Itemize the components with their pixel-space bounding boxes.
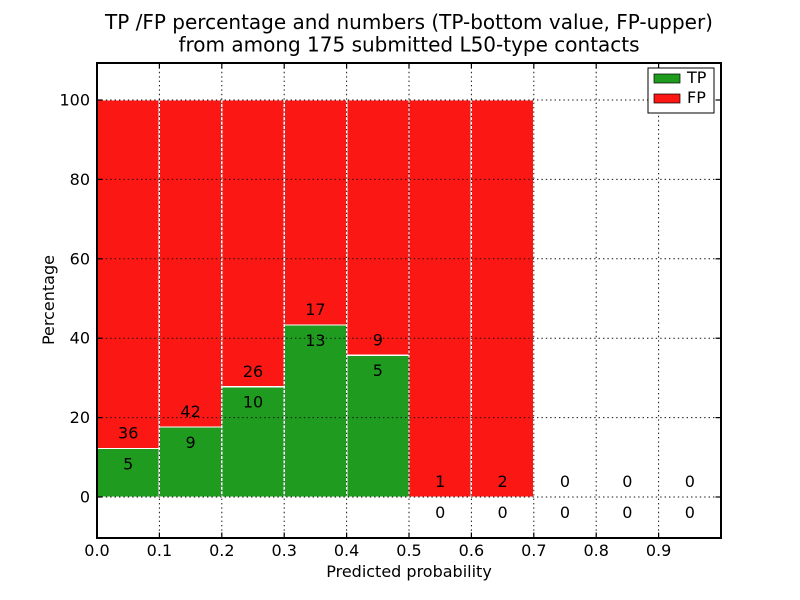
bar-tp-segment [158, 426, 223, 498]
tp-count-label: 0 [435, 503, 445, 522]
bar-fp-segment [408, 99, 473, 498]
bar-fp-segment [470, 99, 535, 498]
x-tick-label: 0.9 [646, 541, 671, 560]
fp-count-label: 26 [243, 362, 263, 381]
bar-fp-segment [345, 99, 410, 356]
tp-count-label: 5 [123, 455, 133, 474]
bar-tp-segment [345, 354, 410, 498]
y-tick-label: 80 [70, 170, 90, 189]
tp-count-label: 10 [243, 393, 263, 412]
legend: TP FP [647, 67, 715, 114]
plot-border [96, 62, 722, 539]
y-tick-label: 0 [80, 488, 90, 507]
tp-count-label: 0 [498, 503, 508, 522]
fp-count-label: 36 [118, 424, 138, 443]
x-tick-label: 0.8 [583, 541, 608, 560]
y-axis-label: Percentage [39, 255, 58, 345]
x-tick-label: 0.3 [271, 541, 296, 560]
y-tick-labels: 0 20 40 60 80 100 [59, 91, 90, 507]
fp-count-label: 2 [498, 472, 508, 491]
legend-swatch-fp [653, 93, 681, 104]
x-tick-label: 0.2 [209, 541, 234, 560]
y-tick-label: 100 [59, 91, 90, 110]
fp-count-label: 0 [685, 472, 695, 491]
fp-count-label: 17 [305, 300, 325, 319]
legend-box [647, 67, 715, 114]
x-tick-label: 0.5 [396, 541, 421, 560]
x-tick-label: 0.1 [147, 541, 172, 560]
tp-count-label: 5 [373, 361, 383, 380]
bar-fp-segment [221, 99, 285, 388]
tp-count-label: 13 [305, 331, 325, 350]
legend-label-tp: TP [686, 68, 707, 87]
fp-count-label: 1 [435, 472, 445, 491]
x-tick-label: 0.4 [334, 541, 359, 560]
bar-fp-segment [158, 99, 223, 428]
tp-count-label: 0 [622, 503, 632, 522]
bar-tp-segment [283, 324, 348, 498]
bar-fp-segment [96, 99, 161, 450]
fp-count-label: 0 [622, 472, 632, 491]
x-tick-labels: 0.0 0.1 0.2 0.3 0.4 0.5 0.6 0.7 0.8 0.9 [84, 541, 671, 560]
y-tick-label: 20 [70, 408, 90, 427]
tick-marks-layer [96, 63, 721, 538]
x-tick-label: 0.7 [521, 541, 546, 560]
gridlines-layer [97, 63, 721, 538]
x-tick-label: 0.0 [84, 541, 109, 560]
fp-count-label: 0 [560, 472, 570, 491]
fp-count-label: 42 [180, 402, 200, 421]
chart-title-line2: from among 175 submitted L50-type contac… [178, 33, 639, 57]
legend-swatch-tp [653, 73, 681, 84]
y-tick-label: 60 [70, 249, 90, 268]
tp-count-label: 0 [560, 503, 570, 522]
x-axis-label: Predicted probability [326, 562, 492, 581]
chart-title-line1: TP /FP percentage and numbers (TP-bottom… [104, 10, 713, 34]
fp-count-label: 9 [373, 330, 383, 349]
bar-fp-segment [283, 99, 348, 326]
legend-label-fp: FP [687, 88, 706, 107]
x-tick-label: 0.6 [459, 541, 484, 560]
bars-layer [96, 99, 535, 498]
y-tick-label: 40 [70, 329, 90, 348]
tp-count-label: 9 [186, 433, 196, 452]
tp-count-label: 0 [685, 503, 695, 522]
